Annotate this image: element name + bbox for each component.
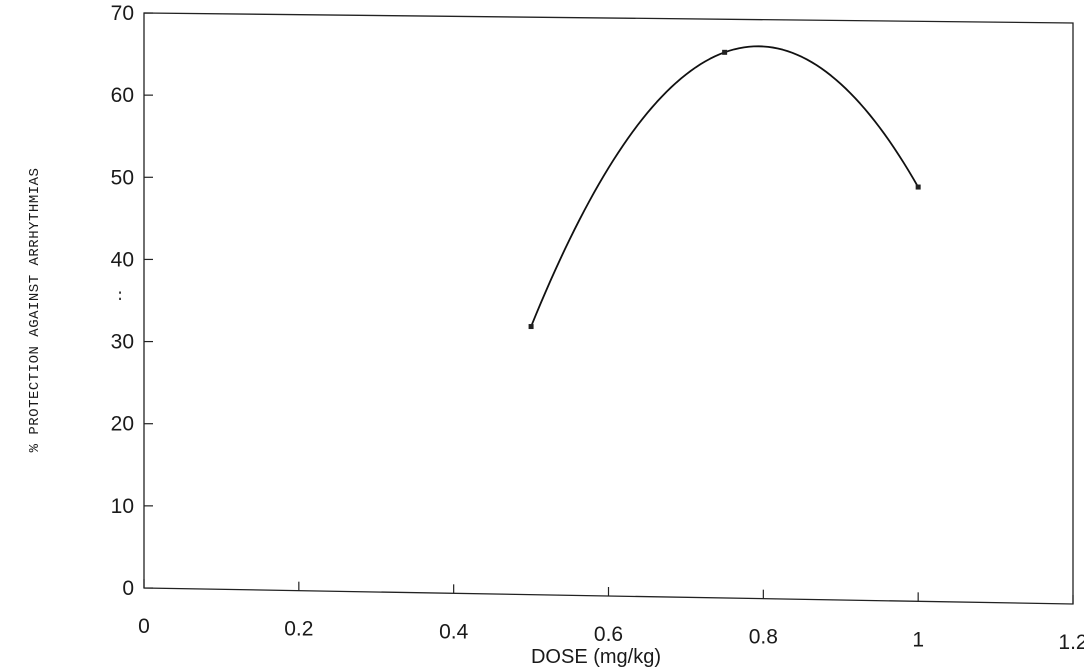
y-tick-label: 70 [111, 2, 134, 25]
data-point [722, 49, 728, 55]
y-tick-label: 10 [111, 495, 134, 518]
x-tick-labels: 0 0.2 0.4 0.6 0.8 1 1.2 [138, 615, 1084, 654]
x-tick-label: 1.2 [1058, 631, 1084, 654]
y-tick-label: 0 [122, 577, 134, 600]
series-line [530, 45, 920, 328]
x-tick-label: 0.6 [594, 623, 623, 646]
y-tick-label: 50 [111, 166, 134, 189]
data-point [528, 324, 534, 330]
x-tick-label: 0.2 [284, 618, 313, 641]
y-axis-title: % PROTECTION AGAINST ARRHYTHMIAS [27, 168, 43, 453]
annotation-colon: : [115, 287, 125, 305]
y-tick-label: 30 [111, 331, 134, 354]
x-tick-label: 0.4 [439, 620, 469, 643]
x-tick-label: 0 [138, 615, 150, 638]
plot-frame [143, 12, 1074, 605]
y-tick-label: 60 [111, 84, 134, 107]
data-point [915, 184, 921, 190]
y-tick-label: 40 [111, 248, 134, 271]
axis-ticks [143, 12, 1074, 604]
x-tick-label: 1 [912, 628, 924, 651]
x-tick-label: 0.8 [749, 626, 778, 649]
y-tick-label: 20 [111, 413, 134, 436]
series-layer [528, 45, 921, 330]
x-axis-title: DOSE (mg/kg) [531, 646, 661, 668]
y-tick-labels: 0 10 20 30 40 50 60 70 [111, 2, 134, 600]
